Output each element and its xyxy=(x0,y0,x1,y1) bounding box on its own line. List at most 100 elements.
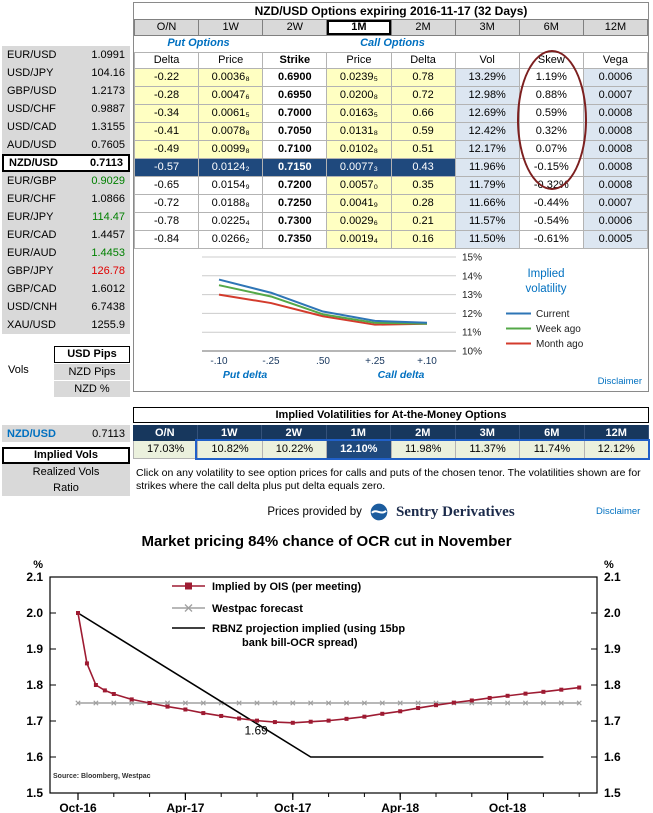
tab-realized-vols[interactable]: Realized Vols xyxy=(2,464,130,480)
usd-pips-tab[interactable]: USD Pips xyxy=(54,346,130,363)
opt-cell-vega[interactable]: 0.0006 xyxy=(583,213,648,231)
opt-cell-call_delta[interactable]: 0.16 xyxy=(391,231,456,249)
mid-pair-row[interactable]: NZD/USD 0.7113 xyxy=(2,425,130,442)
opt-cell-call_delta[interactable]: 0.59 xyxy=(391,123,456,141)
opt-cell-vol[interactable]: 13.29% xyxy=(455,69,520,87)
atm-vol-cell-2m[interactable]: 11.98% xyxy=(391,441,456,459)
fx-pair-row-eurjpy[interactable]: EUR/JPY 114.47 xyxy=(2,208,130,226)
fx-pair-row-usdcnh[interactable]: USD/CNH 6.7438 xyxy=(2,298,130,316)
tab-implied-vols[interactable]: Implied Vols xyxy=(2,447,130,464)
opt-cell-skew[interactable]: 0.59% xyxy=(519,105,584,123)
opt-cell-call_delta[interactable]: 0.66 xyxy=(391,105,456,123)
opt-cell-vol[interactable]: 11.66% xyxy=(455,195,520,213)
opt-cell-strike[interactable]: 0.7050 xyxy=(263,123,328,141)
opt-cell-vol[interactable]: 12.42% xyxy=(455,123,520,141)
atm-vol-cell-2w[interactable]: 10.22% xyxy=(262,441,328,459)
opt-cell-call_price[interactable]: 0.0102₈ xyxy=(327,141,392,159)
opt-cell-strike[interactable]: 0.6900 xyxy=(263,69,328,87)
opt-cell-vol[interactable]: 12.69% xyxy=(455,105,520,123)
opt-cell-put_price[interactable]: 0.0124₂ xyxy=(199,159,264,177)
fx-pair-row-usdcad[interactable]: USD/CAD 1.3155 xyxy=(2,118,130,136)
opt-cell-skew[interactable]: -0.54% xyxy=(519,213,584,231)
opt-cell-put_price[interactable]: 0.0061₅ xyxy=(199,105,264,123)
fx-pair-row-euraud[interactable]: EUR/AUD 1.4453 xyxy=(2,244,130,262)
opt-cell-vol[interactable]: 11.96% xyxy=(455,159,520,177)
fx-pair-row-eurcad[interactable]: EUR/CAD 1.4457 xyxy=(2,226,130,244)
opt-cell-skew[interactable]: 1.19% xyxy=(519,69,584,87)
opt-cell-call_price[interactable]: 0.0239₅ xyxy=(327,69,392,87)
opt-cell-skew[interactable]: -0.61% xyxy=(519,231,584,249)
opt-cell-skew[interactable]: 0.88% xyxy=(519,87,584,105)
opt-cell-skew[interactable]: -0.44% xyxy=(519,195,584,213)
opt-cell-vega[interactable]: 0.0008 xyxy=(583,159,648,177)
opt-cell-call_delta[interactable]: 0.28 xyxy=(391,195,456,213)
fx-pair-row-eurgbp[interactable]: EUR/GBP 0.9029 xyxy=(2,172,130,190)
opt-cell-strike[interactable]: 0.7100 xyxy=(263,141,328,159)
opt-cell-put_delta[interactable]: -0.65 xyxy=(135,177,200,195)
opt-cell-put_delta[interactable]: -0.28 xyxy=(135,87,200,105)
opt-cell-put_delta[interactable]: -0.72 xyxy=(135,195,200,213)
atm-vol-cell-on[interactable]: 17.03% xyxy=(134,441,199,459)
tenor-tab-2m[interactable]: 2M xyxy=(391,19,456,36)
opt-cell-put_price[interactable]: 0.0047₆ xyxy=(199,87,264,105)
opt-cell-call_delta[interactable]: 0.43 xyxy=(391,159,456,177)
fx-pair-row-eurchf[interactable]: EUR/CHF 1.0866 xyxy=(2,190,130,208)
tab-ratio[interactable]: Ratio xyxy=(2,480,130,496)
opt-cell-call_delta[interactable]: 0.21 xyxy=(391,213,456,231)
tenor-tab-on[interactable]: O/N xyxy=(135,19,200,36)
atm-vol-cell-1w[interactable]: 10.82% xyxy=(198,441,263,459)
opt-cell-call_delta[interactable]: 0.51 xyxy=(391,141,456,159)
opt-cell-put_delta[interactable]: -0.22 xyxy=(135,69,200,87)
opt-cell-vol[interactable]: 12.98% xyxy=(455,87,520,105)
opt-cell-call_price[interactable]: 0.0077₃ xyxy=(327,159,392,177)
opt-cell-put_price[interactable]: 0.0266₂ xyxy=(199,231,264,249)
opt-cell-put_delta[interactable]: -0.49 xyxy=(135,141,200,159)
atm-vol-cell-12m[interactable]: 12.12% xyxy=(584,441,649,459)
opt-cell-strike[interactable]: 0.6950 xyxy=(263,87,328,105)
nzd-pips-tab[interactable]: NZD Pips xyxy=(54,364,130,380)
fx-pair-row-eurusd[interactable]: EUR/USD 1.0991 xyxy=(2,46,130,64)
opt-cell-vol[interactable]: 11.57% xyxy=(455,213,520,231)
disclaimer-link[interactable]: Disclaimer xyxy=(597,376,642,387)
opt-cell-put_price[interactable]: 0.0225₄ xyxy=(199,213,264,231)
opt-cell-strike[interactable]: 0.7000 xyxy=(263,105,328,123)
opt-cell-put_price[interactable]: 0.0078₈ xyxy=(199,123,264,141)
disclaimer-link[interactable]: Disclaimer xyxy=(596,506,641,517)
tenor-tab-12m[interactable]: 12M xyxy=(583,19,648,36)
opt-cell-put_delta[interactable]: -0.34 xyxy=(135,105,200,123)
opt-cell-call_price[interactable]: 0.0019₄ xyxy=(327,231,392,249)
opt-cell-skew[interactable]: 0.07% xyxy=(519,141,584,159)
opt-cell-call_price[interactable]: 0.0057₀ xyxy=(327,177,392,195)
fx-pair-row-gbpusd[interactable]: GBP/USD 1.2173 xyxy=(2,82,130,100)
opt-cell-put_price[interactable]: 0.0188₈ xyxy=(199,195,264,213)
atm-vol-cell-3m[interactable]: 11.37% xyxy=(455,441,521,459)
opt-cell-put_price[interactable]: 0.0036₈ xyxy=(199,69,264,87)
tenor-tab-3m[interactable]: 3M xyxy=(455,19,520,36)
opt-cell-call_delta[interactable]: 0.72 xyxy=(391,87,456,105)
opt-cell-vega[interactable]: 0.0006 xyxy=(583,69,648,87)
opt-cell-vega[interactable]: 0.0007 xyxy=(583,87,648,105)
opt-cell-put_price[interactable]: 0.0099₈ xyxy=(199,141,264,159)
atm-vol-cell-6m[interactable]: 11.74% xyxy=(520,441,585,459)
fx-pair-row-xauusd[interactable]: XAU/USD 1255.9 xyxy=(2,316,130,334)
opt-cell-call_price[interactable]: 0.0131₈ xyxy=(327,123,392,141)
tenor-tab-1m[interactable]: 1M xyxy=(327,19,392,36)
opt-cell-put_delta[interactable]: -0.57 xyxy=(135,159,200,177)
atm-vol-cell-1m[interactable]: 12.10% xyxy=(327,441,392,459)
opt-cell-vega[interactable]: 0.0008 xyxy=(583,105,648,123)
opt-cell-put_price[interactable]: 0.0154₉ xyxy=(199,177,264,195)
fx-pair-row-usdchf[interactable]: USD/CHF 0.9887 xyxy=(2,100,130,118)
opt-cell-call_price[interactable]: 0.0163₅ xyxy=(327,105,392,123)
opt-cell-call_price[interactable]: 0.0200₈ xyxy=(327,87,392,105)
opt-cell-put_delta[interactable]: -0.41 xyxy=(135,123,200,141)
opt-cell-vega[interactable]: 0.0008 xyxy=(583,141,648,159)
opt-cell-skew[interactable]: -0.32% xyxy=(519,177,584,195)
fx-pair-row-nzdusd[interactable]: NZD/USD 0.7113 xyxy=(2,154,130,172)
opt-cell-strike[interactable]: 0.7350 xyxy=(263,231,328,249)
opt-cell-skew[interactable]: -0.15% xyxy=(519,159,584,177)
opt-cell-call_delta[interactable]: 0.35 xyxy=(391,177,456,195)
opt-cell-call_delta[interactable]: 0.78 xyxy=(391,69,456,87)
tenor-tab-6m[interactable]: 6M xyxy=(519,19,584,36)
fx-pair-row-gbpcad[interactable]: GBP/CAD 1.6012 xyxy=(2,280,130,298)
opt-cell-put_delta[interactable]: -0.84 xyxy=(135,231,200,249)
